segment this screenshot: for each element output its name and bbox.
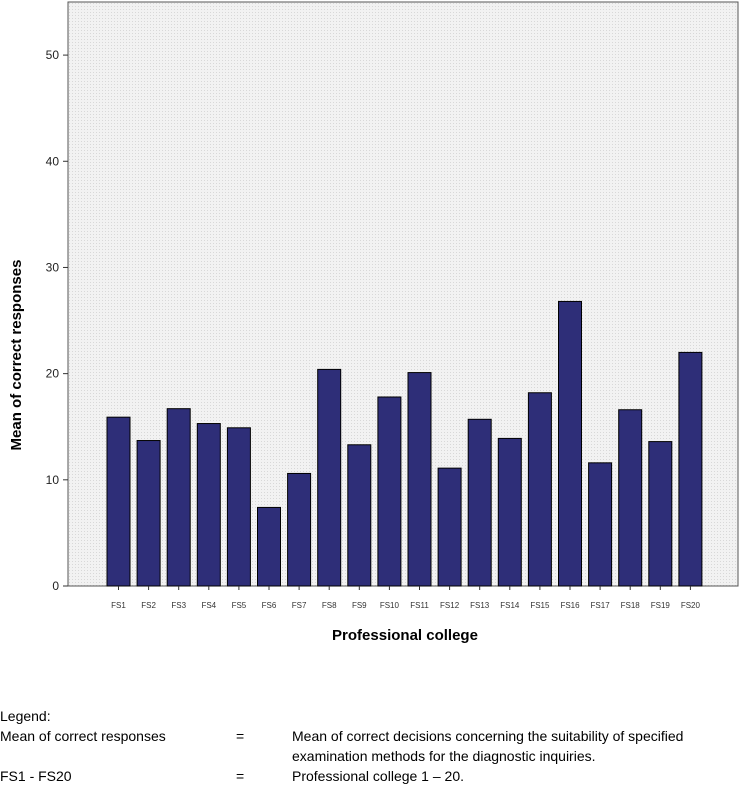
x-tick-label: FS2 [141, 601, 156, 610]
y-tick-label: 0 [52, 579, 59, 593]
legend-separator: = [236, 768, 245, 784]
x-tick-label: FS15 [530, 601, 550, 610]
legend-separator: = [236, 728, 245, 744]
bar-series [106, 300, 703, 587]
legend-row: Mean of correct responses = Mean of corr… [0, 726, 740, 766]
bar [437, 467, 462, 587]
bar [678, 351, 703, 587]
bar [347, 444, 372, 587]
legend-term: FS1 - FS20 [0, 768, 72, 784]
x-tick-label: FS20 [681, 601, 701, 610]
legend-term: Mean of correct responses [0, 728, 166, 744]
bar [166, 408, 191, 587]
y-tick-label: 50 [46, 48, 60, 62]
y-axis: 0 10 20 30 40 50 [46, 48, 68, 593]
x-tick-label: FS14 [500, 601, 520, 610]
x-tick-label: FS8 [322, 601, 337, 610]
legend-definition: Mean of correct decisions concerning the… [292, 728, 684, 764]
bar [226, 427, 251, 587]
x-tick-label: FS4 [201, 601, 216, 610]
bar [467, 418, 492, 587]
x-tick-label: FS5 [232, 601, 247, 610]
x-axis: FS1 FS2 FS3 FS4 FS5 FS6 FS7 FS8 FS9 FS10 FS11 FS12 F… [111, 586, 701, 610]
x-tick-label: FS16 [560, 601, 580, 610]
bar [618, 409, 643, 587]
y-tick-label: 40 [46, 154, 60, 168]
bar [257, 506, 281, 587]
bar [317, 368, 342, 587]
bar [588, 462, 613, 587]
x-tick-label: FS17 [591, 601, 611, 610]
x-tick-label: FS12 [440, 601, 460, 610]
x-tick-label: FS11 [410, 601, 429, 610]
x-tick-label: FS9 [352, 601, 367, 610]
bar [407, 372, 432, 587]
bar [106, 416, 131, 587]
bar [136, 440, 161, 587]
x-tick-label: FS10 [380, 601, 400, 610]
y-tick-label: 20 [46, 367, 60, 381]
y-tick-label: 10 [46, 473, 60, 487]
bar [648, 441, 673, 587]
x-tick-label: FS18 [621, 601, 641, 610]
legend-heading: Legend: [0, 708, 51, 724]
y-tick-label: 30 [46, 260, 60, 274]
x-tick-label: FS6 [262, 601, 277, 610]
legend-block: Legend: Mean of correct responses = Mean… [0, 706, 740, 786]
legend-definition: Professional college 1 – 20. [292, 768, 464, 784]
x-tick-label: FS1 [111, 601, 126, 610]
bar [377, 396, 402, 587]
bar [287, 472, 312, 587]
x-tick-label: FS13 [470, 601, 490, 610]
x-tick-label: FS7 [292, 601, 307, 610]
x-tick-label: FS3 [171, 601, 186, 610]
x-tick-label: FS19 [651, 601, 671, 610]
legend-row: FS1 - FS20 = Professional college 1 – 20… [0, 766, 740, 786]
y-axis-title: Mean of correct responses [8, 260, 25, 451]
x-axis-title: Professional college [332, 627, 478, 644]
bar [558, 300, 582, 587]
bar [497, 437, 522, 587]
bar [527, 392, 552, 587]
bar [196, 423, 221, 587]
